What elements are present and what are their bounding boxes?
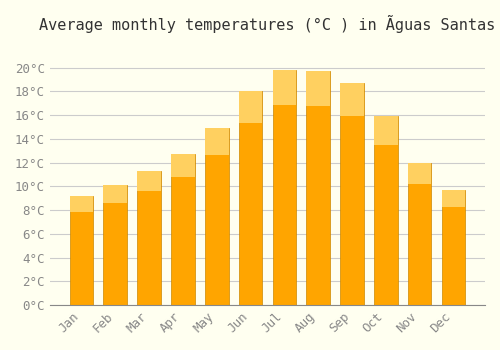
Bar: [340, 83, 364, 116]
Bar: [104, 185, 127, 203]
Bar: [272, 70, 296, 105]
Bar: [70, 196, 94, 212]
Bar: [238, 91, 262, 305]
Bar: [306, 71, 330, 106]
Bar: [340, 83, 364, 305]
Bar: [205, 128, 229, 305]
Bar: [374, 116, 398, 145]
Bar: [205, 128, 229, 155]
Bar: [70, 196, 94, 305]
Bar: [408, 163, 432, 184]
Bar: [442, 190, 465, 305]
Bar: [374, 116, 398, 305]
Bar: [442, 190, 465, 207]
Bar: [104, 185, 127, 305]
Bar: [272, 70, 296, 305]
Bar: [408, 163, 432, 305]
Bar: [138, 171, 161, 305]
Bar: [238, 91, 262, 124]
Bar: [306, 71, 330, 305]
Bar: [171, 154, 194, 177]
Bar: [171, 154, 194, 305]
Bar: [138, 171, 161, 191]
Title: Average monthly temperatures (°C ) in Ãguas Santas: Average monthly temperatures (°C ) in Ãg…: [40, 15, 496, 33]
